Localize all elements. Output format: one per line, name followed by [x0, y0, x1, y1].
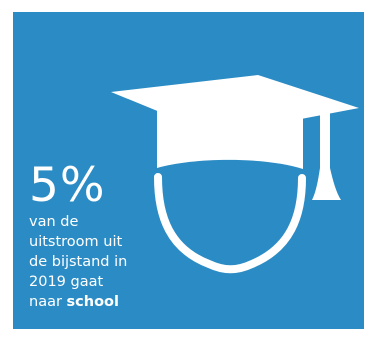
background-panel [13, 12, 364, 329]
stat-line-1: van de [29, 214, 79, 230]
stat-line-4: 2019 gaat [29, 274, 104, 290]
tassel-cord [320, 102, 330, 172]
stat-line-5: naar school [29, 292, 179, 312]
stat-value: 5% [29, 158, 106, 213]
stat-line-5-prefix: naar [29, 294, 67, 310]
stat-description: van de uitstroom uit de bijstand in 2019… [29, 212, 179, 312]
stat-line-2: uitstroom uit [29, 234, 123, 250]
stat-block: 5% van de uitstroom uit de bijstand in 2… [29, 162, 179, 312]
stat-line-5-emphasis: school [66, 294, 119, 310]
mortarboard-top [111, 75, 359, 135]
head-outline [154, 173, 306, 274]
tassel-end [312, 168, 341, 200]
graduation-cap-head-icon [13, 12, 364, 329]
icon-group [111, 75, 359, 274]
infographic-panel: 5% van de uitstroom uit de bijstand in 2… [13, 12, 364, 329]
stat-line-3: de bijstand in [29, 254, 128, 270]
